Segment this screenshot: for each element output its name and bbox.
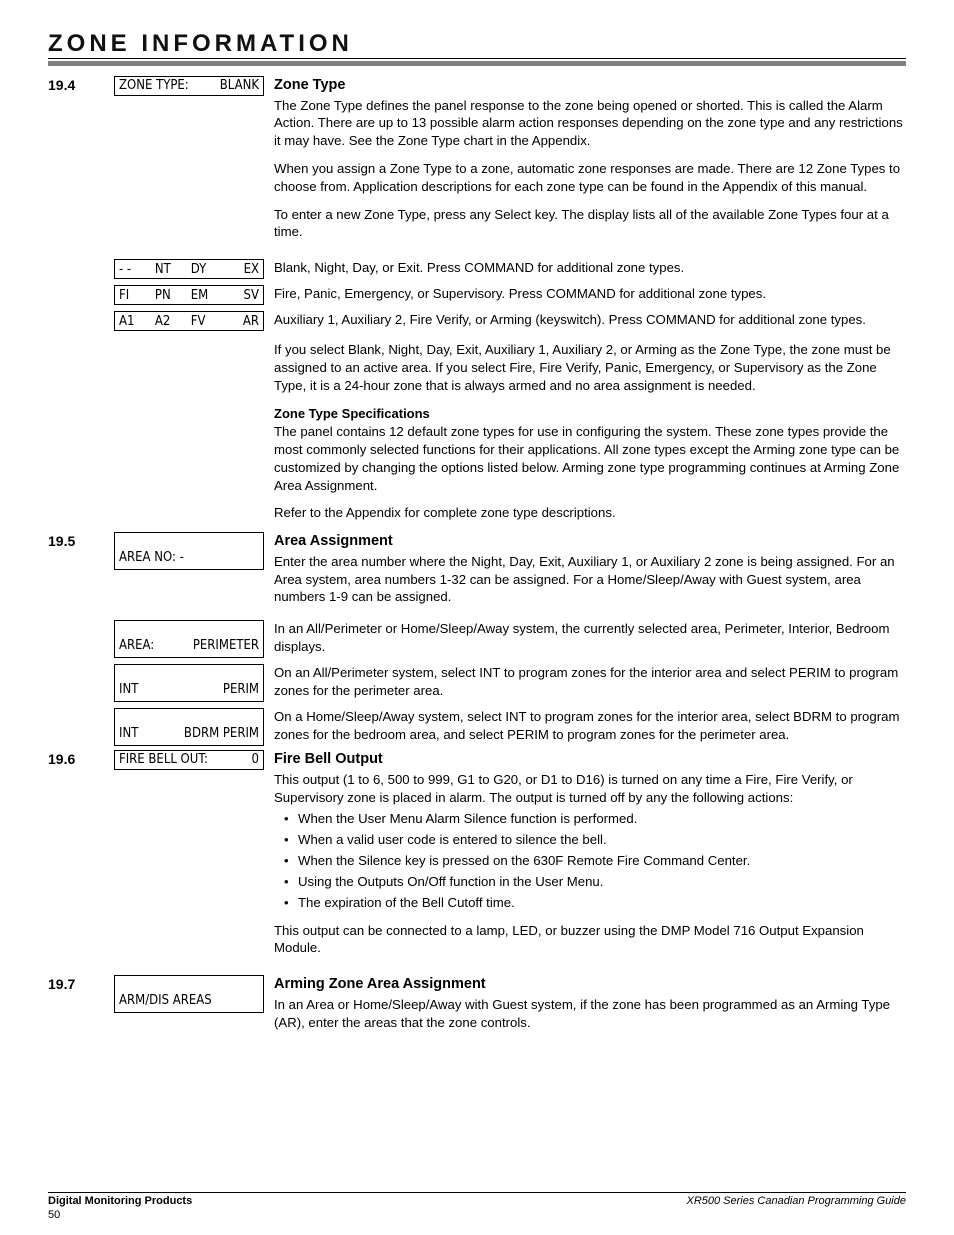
body-text: In an Area or Home/Sleep/Away with Guest… <box>274 996 906 1032</box>
lcd-cell: NT <box>155 262 191 277</box>
lcd-text: INT <box>119 726 138 742</box>
lcd-cell: EM <box>191 288 227 303</box>
section-19-6: 19.6 FIRE BELL OUT: 0 Fire Bell Output T… <box>48 750 906 967</box>
section-19-7: 19.7 ARM/DIS AREAS Arming Zone Area Assi… <box>48 975 906 1041</box>
footer-right: XR500 Series Canadian Programming Guide <box>686 1195 906 1207</box>
lcd-row: - - NT DY EX <box>114 259 264 279</box>
body-text: Refer to the Appendix for complete zone … <box>274 504 906 522</box>
lcd-cell: DY <box>191 262 227 277</box>
footer-left: Digital Monitoring Products <box>48 1195 192 1207</box>
area-row: INT BDRM PERIM On a Home/Sleep/Away syst… <box>114 708 906 746</box>
lcd-cell: A2 <box>155 314 191 329</box>
body-text: If you select Blank, Night, Day, Exit, A… <box>274 341 906 394</box>
list-item: Using the Outputs On/Off function in the… <box>274 873 906 891</box>
section-number: 19.6 <box>48 750 114 967</box>
area-row: INT PERIM On an All/Perimeter system, se… <box>114 664 906 702</box>
zone-type-row: A1 A2 FV AR Auxiliary 1, Auxiliary 2, Fi… <box>114 311 906 331</box>
lcd-cell: SV <box>227 288 259 303</box>
list-item: When the User Menu Alarm Silence functio… <box>274 810 906 828</box>
lcd-cell: PN <box>155 288 191 303</box>
list-item: The expiration of the Bell Cutoff time. <box>274 894 906 912</box>
body-text: Blank, Night, Day, or Exit. Press COMMAN… <box>274 259 906 277</box>
heading-area-assignment: Area Assignment <box>274 532 906 552</box>
body-text: The Zone Type defines the panel response… <box>274 97 906 150</box>
lcd-arm-dis-areas: ARM/DIS AREAS <box>114 975 264 1013</box>
lcd-text: FIRE BELL OUT: <box>119 752 208 768</box>
lcd-cell: FV <box>191 314 227 329</box>
lcd-text: PERIMETER <box>193 638 259 654</box>
bullet-list: When the User Menu Alarm Silence functio… <box>274 810 906 911</box>
lcd-row: A1 A2 FV AR <box>114 311 264 331</box>
heading-arming-zone-area-assignment: Arming Zone Area Assignment <box>274 975 906 995</box>
area-row: AREA: PERIMETER In an All/Perimeter or H… <box>114 620 906 658</box>
list-item: When the Silence key is pressed on the 6… <box>274 852 906 870</box>
section-number: 19.5 <box>48 532 114 612</box>
lcd-text: ARM/DIS AREAS <box>119 993 212 1009</box>
body-text: In an All/Perimeter or Home/Sleep/Away s… <box>274 620 906 656</box>
lcd-cell: AR <box>227 314 259 329</box>
section-number: 19.4 <box>48 76 114 251</box>
body-text: On an All/Perimeter system, select INT t… <box>274 664 906 700</box>
lcd-area-no: AREA NO: - <box>114 532 264 570</box>
lcd-text: AREA: <box>119 638 154 654</box>
body-text: Auxiliary 1, Auxiliary 2, Fire Verify, o… <box>274 311 906 329</box>
lcd-cell: - - <box>119 262 155 277</box>
lcd-fire-bell-out: FIRE BELL OUT: 0 <box>114 750 264 770</box>
lcd-zone-type: ZONE TYPE: BLANK <box>114 76 264 96</box>
lcd-text: INT <box>119 682 138 698</box>
header-rule <box>48 61 906 66</box>
lcd-text: BLANK <box>220 78 259 94</box>
lcd-text: ZONE TYPE: <box>119 78 189 94</box>
lcd-int-bdrm-perim: INT BDRM PERIM <box>114 708 264 746</box>
body-text: When you assign a Zone Type to a zone, a… <box>274 160 906 196</box>
lcd-text: PERIM <box>223 682 259 698</box>
section-number: 19.7 <box>48 975 114 1041</box>
body-text: This output can be connected to a lamp, … <box>274 922 906 958</box>
section-19-5: 19.5 AREA NO: - Area Assignment Enter th… <box>48 532 906 612</box>
body-text: This output (1 to 6, 500 to 999, G1 to G… <box>274 771 906 807</box>
page-header: ZONE INFORMATION <box>48 30 906 59</box>
lcd-cell: EX <box>227 262 259 277</box>
subheading-zone-type-specs: Zone Type Specifications <box>274 405 906 423</box>
list-item: When a valid user code is entered to sil… <box>274 831 906 849</box>
lcd-cell: FI <box>119 288 155 303</box>
zone-type-row: FI PN EM SV Fire, Panic, Emergency, or S… <box>114 285 906 305</box>
lcd-text: BDRM PERIM <box>184 726 259 742</box>
heading-zone-type: Zone Type <box>274 76 906 96</box>
lcd-text: 0 <box>252 752 259 768</box>
lcd-int-perim: INT PERIM <box>114 664 264 702</box>
section-19-4: 19.4 ZONE TYPE: BLANK Zone Type The Zone… <box>48 76 906 251</box>
page-footer: Digital Monitoring Products XR500 Series… <box>48 1192 906 1207</box>
lcd-cell: A1 <box>119 314 155 329</box>
page-number: 50 <box>48 1209 60 1221</box>
lcd-text: AREA NO: - <box>119 550 184 566</box>
body-text: To enter a new Zone Type, press any Sele… <box>274 206 906 242</box>
body-text: Enter the area number where the Night, D… <box>274 553 906 606</box>
heading-fire-bell-output: Fire Bell Output <box>274 750 906 770</box>
body-text: Fire, Panic, Emergency, or Supervisory. … <box>274 285 906 303</box>
lcd-row: FI PN EM SV <box>114 285 264 305</box>
lcd-area-perimeter: AREA: PERIMETER <box>114 620 264 658</box>
body-text: On a Home/Sleep/Away system, select INT … <box>274 708 906 744</box>
zone-type-row: - - NT DY EX Blank, Night, Day, or Exit.… <box>114 259 906 279</box>
body-text: The panel contains 12 default zone types… <box>274 423 906 494</box>
